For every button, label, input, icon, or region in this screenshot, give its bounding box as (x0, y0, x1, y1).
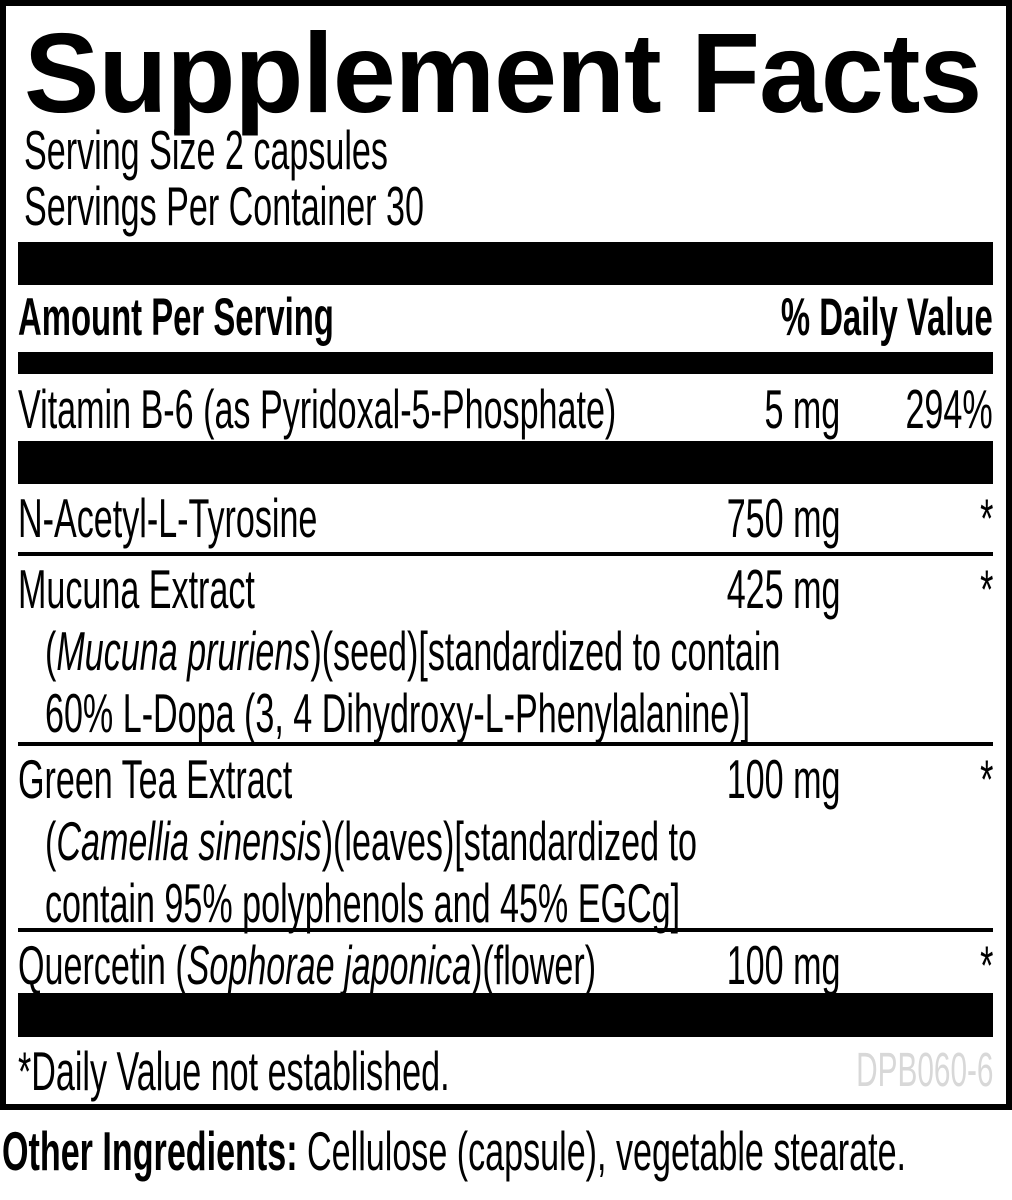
ingredient-amount: 100 mg (657, 748, 840, 810)
ingredient-daily-value: * (972, 487, 993, 549)
other-ingredients-label: Other Ingredients: (2, 1120, 298, 1182)
ingredient-name: Quercetin (Sophorae japonica)(flower) (18, 934, 993, 996)
ingredient-description-text: contain 95% polyphenols and 45% EGCg] (45, 872, 681, 934)
ingredient-amount: 100 mg (657, 934, 840, 996)
serving-size-text: Serving Size 2 capsules (24, 119, 388, 181)
ingredient-amount-text: 425 mg (726, 558, 840, 620)
ingredient-name-text: Vitamin B-6 (as Pyridoxal-5-Phosphate) (18, 378, 617, 440)
ingredient-amount-text: 100 mg (726, 748, 840, 810)
ingredient-name: N-Acetyl-L-Tyrosine (18, 487, 993, 549)
separator-bar-bottom (18, 993, 993, 1037)
ingredient-daily-value-text: 294% (905, 378, 993, 440)
ingredient-description-line: (Camellia sinensis)(leaves)[standardized… (18, 810, 993, 872)
ingredient-description-text: (Mucuna pruriens)(seed)[standardized to … (45, 620, 781, 682)
ingredient-daily-value-text: * (979, 748, 993, 810)
ingredient-amount: 750 mg (657, 487, 840, 549)
ingredient-row: Green Tea Extract 100 mg * (Camellia sinens… (18, 748, 993, 934)
ingredient-description-line: (Mucuna pruriens)(seed)[standardized to … (18, 620, 993, 682)
ingredient-daily-value-text: * (979, 934, 993, 996)
ingredient-row: N-Acetyl-L-Tyrosine 750 mg * (18, 487, 993, 549)
row-separator-line (18, 742, 993, 746)
other-ingredients-line: Other Ingredients: Cellulose (capsule), … (2, 1120, 1012, 1182)
row-separator-line (18, 552, 993, 556)
supplement-facts-box: Supplement Facts Serving Size 2 capsules… (0, 0, 1012, 1110)
ingredient-daily-value: * (972, 934, 993, 996)
ingredient-daily-value: 294% (852, 378, 993, 440)
separator-bar-top (18, 242, 993, 285)
ingredient-description-text: 60% L-Dopa (3, 4 Dihydroxy-L-Phenylalani… (45, 682, 751, 744)
daily-value-footnote: *Daily Value not established. (18, 1040, 450, 1102)
separator-bar-header (18, 352, 993, 374)
separator-bar-mid (18, 441, 993, 484)
product-code: DPB060-6 (855, 1044, 993, 1097)
row-separator-line (18, 928, 993, 932)
ingredient-daily-value: * (972, 558, 993, 620)
ingredient-daily-value-text: * (979, 487, 993, 549)
ingredient-amount-text: 5 mg (764, 378, 840, 440)
ingredient-description-text: (Camellia sinensis)(leaves)[standardized… (45, 810, 697, 872)
ingredient-name-text: Quercetin (Sophorae japonica)(flower) (18, 934, 597, 996)
footnote-row: *Daily Value not established. DPB060-6 (18, 1040, 993, 1102)
ingredient-description-line: 60% L-Dopa (3, 4 Dihydroxy-L-Phenylalani… (18, 682, 993, 744)
ingredient-amount: 5 mg (718, 378, 840, 440)
amount-per-serving-header: Amount Per Serving (18, 288, 334, 347)
ingredient-amount: 425 mg (657, 558, 840, 620)
servings-per-container-text: Servings Per Container 30 (24, 175, 424, 237)
ingredient-amount-text: 750 mg (726, 487, 840, 549)
ingredient-description-line: contain 95% polyphenols and 45% EGCg] (18, 872, 993, 934)
ingredient-daily-value-text: * (979, 558, 993, 620)
ingredient-name: Mucuna Extract (18, 558, 993, 620)
ingredient-row: Vitamin B-6 (as Pyridoxal-5-Phosphate) 5 … (18, 378, 993, 440)
ingredient-row: Mucuna Extract 425 mg * (Mucuna pruriens)(s… (18, 558, 993, 744)
ingredient-name-text: Green Tea Extract (18, 748, 293, 810)
ingredient-amount-text: 100 mg (726, 934, 840, 996)
ingredient-name-text: Mucuna Extract (18, 558, 255, 620)
ingredient-daily-value: * (972, 748, 993, 810)
other-ingredients-text: Cellulose (capsule), vegetable stearate. (297, 1120, 907, 1182)
supplement-facts-title: Supplement Facts (24, 10, 982, 136)
daily-value-header: % Daily Value (781, 288, 993, 347)
column-header-row: Amount Per Serving % Daily Value (18, 287, 993, 349)
ingredient-name: Green Tea Extract (18, 748, 993, 810)
ingredient-name-text: N-Acetyl-L-Tyrosine (18, 487, 318, 549)
ingredient-row: Quercetin (Sophorae japonica)(flower) 100… (18, 934, 993, 996)
ingredient-name: Vitamin B-6 (as Pyridoxal-5-Phosphate) (18, 378, 993, 440)
